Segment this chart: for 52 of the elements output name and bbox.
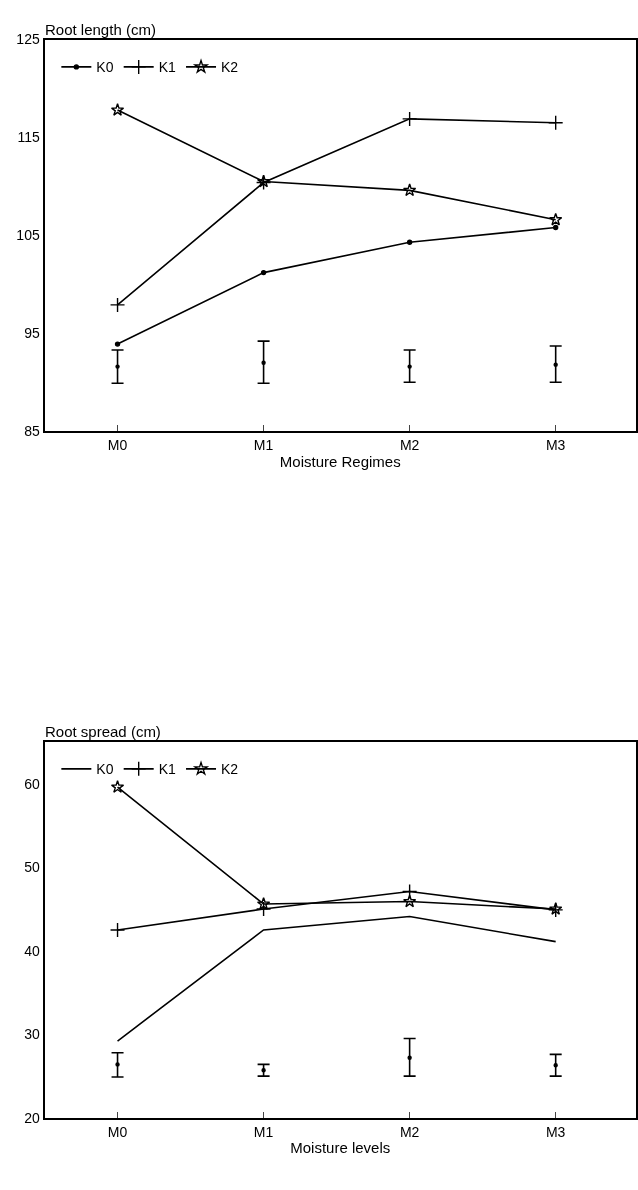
point: [109, 922, 126, 938]
y-axis-title: Root spread (cm): [45, 723, 161, 740]
point: [407, 364, 412, 369]
point: [115, 364, 120, 369]
legend-label: K1: [158, 59, 177, 76]
line-series: [116, 915, 557, 1042]
point: [115, 1062, 120, 1067]
point: [260, 269, 267, 276]
point: [553, 362, 558, 367]
x-tick-label: M0: [107, 437, 128, 454]
point: [109, 297, 126, 313]
point: [406, 239, 413, 245]
y-tick-label: 30: [24, 1026, 40, 1043]
point: [110, 103, 125, 116]
point: [261, 360, 266, 365]
point: [547, 115, 564, 131]
legend-label: K2: [221, 59, 239, 76]
point: [114, 341, 121, 347]
x-tick-label: M2: [399, 1123, 420, 1140]
x-tick-label: M0: [107, 1123, 128, 1140]
point: [552, 224, 559, 231]
legend-label: K0: [96, 59, 114, 76]
y-tick-label: 85: [24, 423, 40, 440]
point: [553, 1063, 558, 1068]
y-tick-label: 105: [16, 227, 40, 244]
point: [256, 897, 271, 910]
legend-label: K0: [96, 761, 114, 778]
x-tick-label: M3: [545, 1123, 566, 1140]
legend-label: K1: [158, 761, 177, 778]
y-tick-label: 50: [24, 859, 40, 876]
y-tick-label: 125: [16, 31, 40, 48]
x-axis-title: Moisture Regimes: [279, 453, 401, 471]
legend-label: K2: [221, 761, 239, 778]
y-tick-label: 40: [24, 942, 40, 959]
point: [401, 111, 418, 127]
point: [401, 883, 418, 900]
point: [110, 780, 125, 793]
y-tick-label: 20: [24, 1109, 40, 1126]
point: [402, 183, 417, 197]
x-tick-label: M1: [253, 437, 274, 454]
y-tick-label: 115: [17, 129, 40, 146]
y-tick-label: 60: [24, 775, 40, 792]
point: [402, 894, 417, 908]
y-axis-title: Root length (cm): [45, 21, 156, 38]
point: [548, 212, 563, 226]
x-tick-label: M3: [545, 437, 566, 454]
x-tick-label: M2: [399, 437, 420, 454]
y-tick-label: 95: [24, 325, 40, 342]
point: [255, 901, 272, 917]
x-tick-label: M1: [253, 1123, 274, 1140]
point: [407, 1055, 412, 1060]
x-axis-title: Moisture levels: [290, 1139, 391, 1157]
